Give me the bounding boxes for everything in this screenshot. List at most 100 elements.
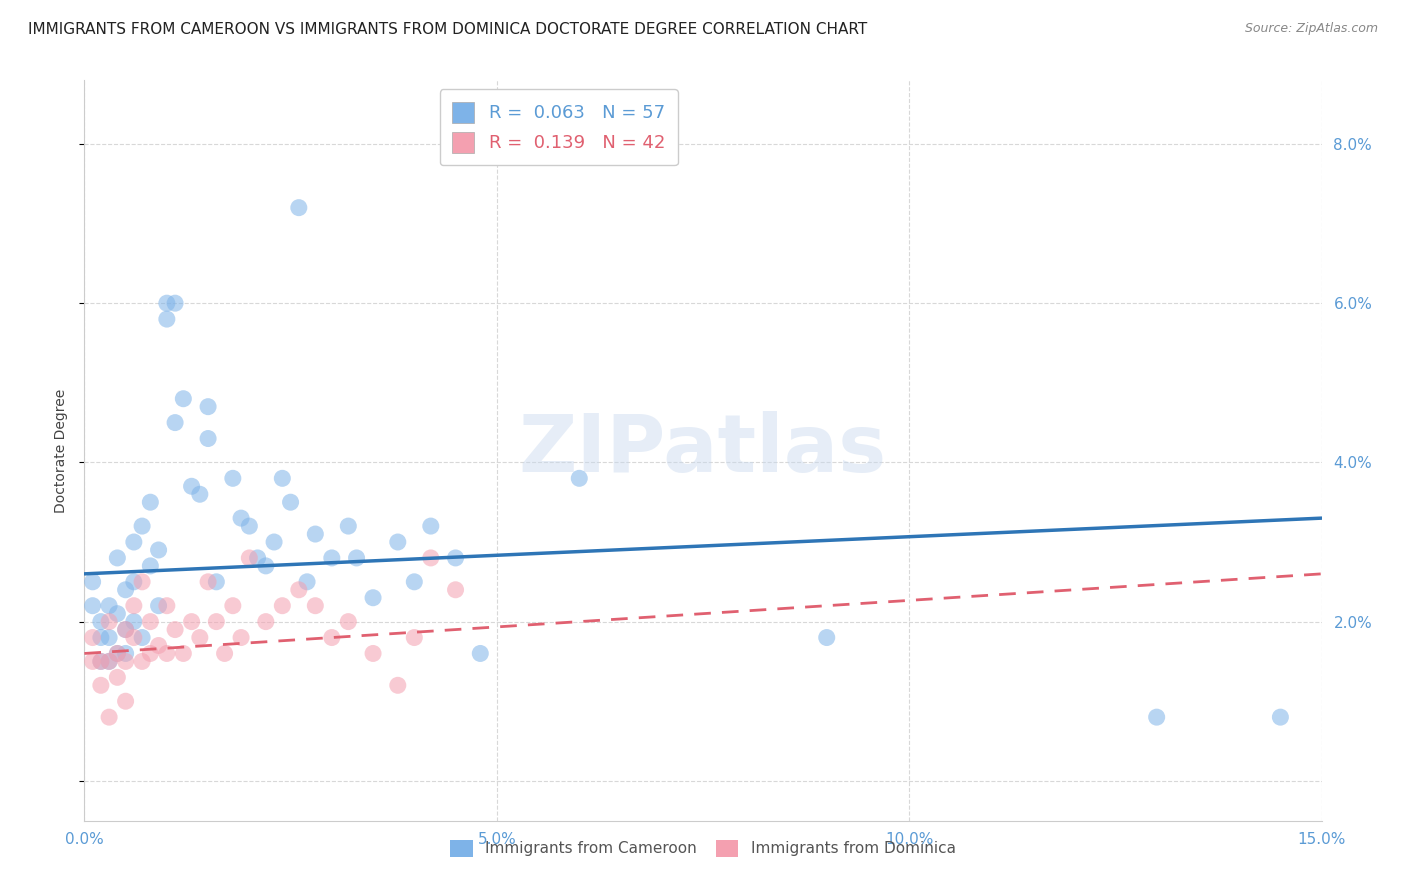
- Point: [387, 678, 409, 692]
- Point: [387, 535, 409, 549]
- Point: [98, 655, 121, 669]
- Point: [90, 655, 112, 669]
- Point: [205, 615, 228, 629]
- Point: [82, 655, 104, 669]
- Point: [337, 615, 360, 629]
- Point: [156, 599, 179, 613]
- Point: [404, 631, 426, 645]
- Point: [321, 631, 343, 645]
- Point: [122, 615, 145, 629]
- Point: [304, 599, 326, 613]
- Point: [122, 574, 145, 589]
- Point: [280, 495, 302, 509]
- Point: [214, 647, 236, 661]
- Y-axis label: Doctorate Degree: Doctorate Degree: [55, 388, 69, 513]
- Point: [361, 647, 384, 661]
- Point: [172, 392, 194, 406]
- Point: [180, 615, 202, 629]
- Point: [568, 471, 591, 485]
- Point: [180, 479, 202, 493]
- Point: [139, 615, 162, 629]
- Point: [90, 615, 112, 629]
- Point: [238, 519, 260, 533]
- Point: [148, 543, 170, 558]
- Point: [90, 655, 112, 669]
- Point: [105, 550, 128, 565]
- Point: [82, 631, 104, 645]
- Point: [288, 582, 311, 597]
- Point: [114, 647, 136, 661]
- Point: [444, 550, 467, 565]
- Point: [229, 511, 252, 525]
- Point: [165, 623, 187, 637]
- Point: [254, 615, 277, 629]
- Point: [82, 599, 104, 613]
- Point: [156, 647, 179, 661]
- Point: [238, 550, 260, 565]
- Point: [295, 574, 318, 589]
- Point: [188, 487, 211, 501]
- Point: [246, 550, 269, 565]
- Point: [304, 527, 326, 541]
- Point: [98, 615, 121, 629]
- Point: [444, 582, 467, 597]
- Point: [90, 631, 112, 645]
- Point: [361, 591, 384, 605]
- Point: [105, 607, 128, 621]
- Point: [105, 647, 128, 661]
- Point: [172, 647, 194, 661]
- Point: [114, 582, 136, 597]
- Point: [114, 623, 136, 637]
- Point: [197, 432, 219, 446]
- Point: [98, 599, 121, 613]
- Point: [1146, 710, 1168, 724]
- Point: [1270, 710, 1292, 724]
- Point: [139, 558, 162, 573]
- Point: [114, 655, 136, 669]
- Point: [105, 647, 128, 661]
- Text: Source: ZipAtlas.com: Source: ZipAtlas.com: [1244, 22, 1378, 36]
- Point: [114, 694, 136, 708]
- Point: [188, 631, 211, 645]
- Point: [254, 558, 277, 573]
- Point: [148, 639, 170, 653]
- Point: [229, 631, 252, 645]
- Point: [98, 710, 121, 724]
- Point: [222, 599, 245, 613]
- Point: [131, 574, 153, 589]
- Point: [404, 574, 426, 589]
- Point: [197, 400, 219, 414]
- Text: ZIPatlas: ZIPatlas: [519, 411, 887, 490]
- Point: [165, 296, 187, 310]
- Point: [139, 647, 162, 661]
- Point: [114, 623, 136, 637]
- Point: [156, 296, 179, 310]
- Point: [122, 599, 145, 613]
- Point: [165, 416, 187, 430]
- Point: [419, 519, 441, 533]
- Point: [271, 599, 294, 613]
- Point: [122, 631, 145, 645]
- Point: [90, 678, 112, 692]
- Point: [205, 574, 228, 589]
- Point: [105, 670, 128, 684]
- Point: [197, 574, 219, 589]
- Point: [131, 655, 153, 669]
- Point: [288, 201, 311, 215]
- Point: [321, 550, 343, 565]
- Point: [815, 631, 838, 645]
- Point: [337, 519, 360, 533]
- Point: [98, 655, 121, 669]
- Point: [470, 647, 492, 661]
- Point: [82, 574, 104, 589]
- Text: IMMIGRANTS FROM CAMEROON VS IMMIGRANTS FROM DOMINICA DOCTORATE DEGREE CORRELATIO: IMMIGRANTS FROM CAMEROON VS IMMIGRANTS F…: [28, 22, 868, 37]
- Point: [156, 312, 179, 326]
- Point: [131, 519, 153, 533]
- Point: [222, 471, 245, 485]
- Point: [139, 495, 162, 509]
- Point: [131, 631, 153, 645]
- Point: [122, 535, 145, 549]
- Point: [271, 471, 294, 485]
- Point: [346, 550, 368, 565]
- Point: [148, 599, 170, 613]
